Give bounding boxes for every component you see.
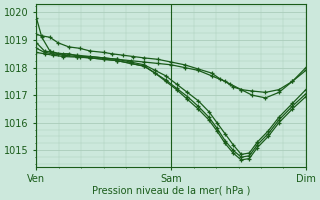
X-axis label: Pression niveau de la mer( hPa ): Pression niveau de la mer( hPa ) — [92, 186, 250, 196]
